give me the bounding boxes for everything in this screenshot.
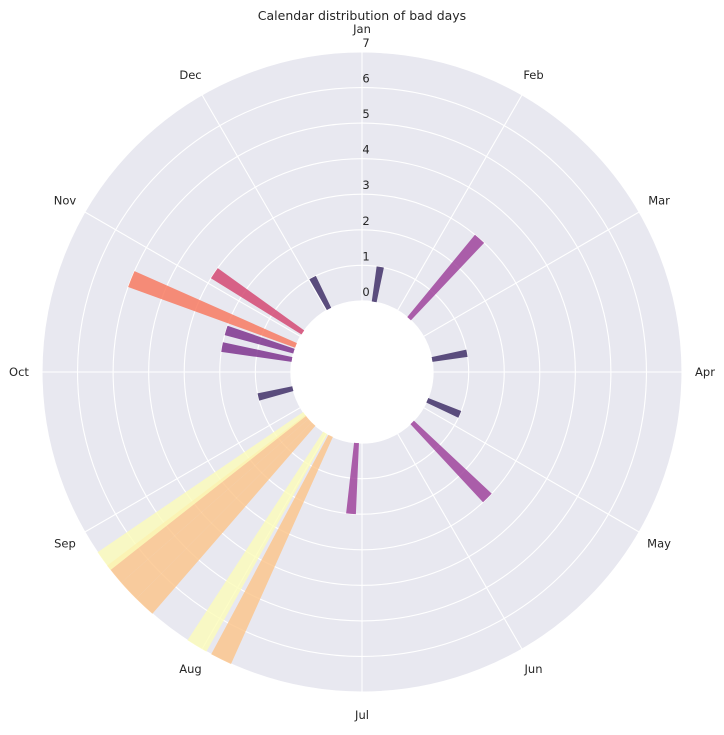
bar-13	[221, 342, 293, 362]
bar-series	[97, 234, 492, 664]
r-tick-label-6: 6	[362, 72, 369, 86]
month-label-dec: Dec	[179, 68, 201, 82]
bar-7	[187, 431, 328, 652]
month-label-jul: Jul	[354, 708, 369, 722]
month-label-mar: Mar	[648, 194, 670, 208]
month-label-may: May	[647, 537, 671, 551]
month-label-sep: Sep	[54, 537, 76, 551]
bar-14	[224, 325, 295, 354]
r-tick-label-2: 2	[362, 214, 369, 228]
r-tick-label-7: 7	[362, 36, 369, 50]
chart-title: Calendar distribution of bad days	[257, 8, 467, 23]
month-label-aug: Aug	[179, 662, 201, 676]
r-tick-label-0: 0	[362, 285, 369, 299]
r-tick-label-4: 4	[362, 143, 369, 157]
r-tick-label-5: 5	[362, 107, 369, 121]
bar-12	[257, 386, 294, 401]
bar-10	[107, 415, 309, 583]
r-tick-label-1: 1	[362, 249, 369, 263]
center-hole	[290, 300, 434, 444]
month-label-oct: Oct	[9, 365, 29, 379]
bar-4	[410, 420, 492, 503]
bar-9	[121, 418, 312, 599]
bar-8	[136, 422, 316, 614]
bar-6	[211, 434, 333, 664]
bar-11	[97, 412, 307, 570]
bar-3	[426, 398, 462, 418]
polar-labels: Jan Feb Mar Apr May Jun Jul Aug Sep Oct Nov Dec 0 1 2 3…	[9, 22, 715, 722]
bar-5	[346, 442, 359, 515]
bar-17	[309, 275, 332, 311]
polar-grid	[41, 51, 683, 693]
bar-15	[128, 271, 297, 348]
r-tick-label-3: 3	[362, 178, 369, 192]
bar-0	[371, 266, 384, 303]
month-label-apr: Apr	[695, 365, 715, 379]
bar-1	[407, 234, 485, 321]
month-label-jun: Jun	[524, 662, 543, 676]
month-label-nov: Nov	[54, 194, 77, 208]
month-label-feb: Feb	[523, 68, 543, 82]
bar-2	[431, 349, 468, 362]
bar-16	[210, 268, 305, 335]
month-label-jan: Jan	[352, 22, 371, 36]
